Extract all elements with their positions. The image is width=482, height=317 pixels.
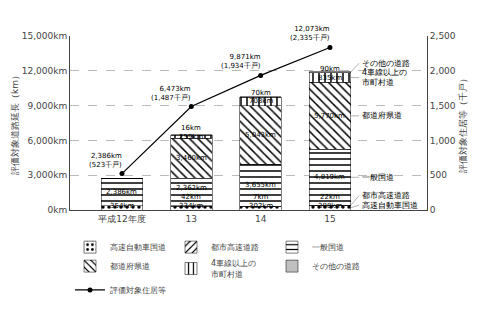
svg-text:一般国道: 一般国道 bbox=[362, 173, 394, 182]
svg-text:70km: 70km bbox=[251, 89, 271, 97]
svg-text:2,386km(523千戸): 2,386km(523千戸) bbox=[89, 152, 122, 169]
svg-text:500: 500 bbox=[430, 170, 447, 180]
svg-text:3,655km: 3,655km bbox=[245, 181, 276, 189]
svg-text:4,819km: 4,819km bbox=[314, 173, 345, 181]
svg-text:評価対象道路延長（km）: 評価対象道路延長（km） bbox=[10, 71, 20, 175]
svg-text:1,500: 1,500 bbox=[430, 101, 456, 111]
svg-text:7km: 7km bbox=[253, 193, 269, 201]
svg-text:その他の道路: その他の道路 bbox=[362, 59, 410, 68]
svg-text:12,073km(2,335千戸): 12,073km(2,335千戸) bbox=[290, 25, 330, 42]
svg-text:0: 0 bbox=[430, 205, 436, 215]
svg-text:15,000km: 15,000km bbox=[22, 31, 67, 41]
svg-text:354km: 354km bbox=[110, 202, 134, 210]
svg-text:14: 14 bbox=[255, 214, 267, 224]
svg-text:高速自動車国道: 高速自動車国道 bbox=[110, 243, 166, 252]
svg-text:15: 15 bbox=[324, 214, 335, 224]
svg-text:4車線以上の市町村道: 4車線以上の市町村道 bbox=[211, 259, 256, 278]
svg-text:259km: 259km bbox=[179, 133, 203, 141]
svg-text:都市高速道路: 都市高速道路 bbox=[211, 243, 259, 252]
svg-text:都市高速道路: 都市高速道路 bbox=[362, 191, 410, 200]
svg-text:2,386km: 2,386km bbox=[106, 188, 137, 196]
svg-text:評価対象住居等（千戸）: 評価対象住居等（千戸） bbox=[458, 74, 468, 173]
svg-text:3,000km: 3,000km bbox=[27, 170, 67, 180]
svg-text:0km: 0km bbox=[47, 205, 67, 215]
svg-text:5,043km: 5,043km bbox=[245, 131, 276, 139]
svg-text:4車線以上の市町村道: 4車線以上の市町村道 bbox=[362, 68, 407, 87]
svg-text:5,770km: 5,770km bbox=[314, 112, 345, 120]
svg-text:703km: 703km bbox=[249, 97, 273, 105]
svg-text:42km: 42km bbox=[181, 193, 201, 201]
svg-text:その他の道路: その他の道路 bbox=[312, 262, 360, 271]
svg-text:9,000km: 9,000km bbox=[27, 101, 67, 111]
svg-text:9,871km(1,934千戸): 9,871km(1,934千戸) bbox=[221, 53, 261, 70]
svg-text:90km: 90km bbox=[320, 65, 340, 73]
svg-text:6,473km(1,487千戸): 6,473km(1,487千戸) bbox=[151, 85, 191, 102]
svg-text:2,000: 2,000 bbox=[430, 66, 456, 76]
svg-text:一般国道: 一般国道 bbox=[312, 243, 344, 252]
svg-text:評価対象住居等: 評価対象住居等 bbox=[110, 286, 166, 295]
svg-text:1,000: 1,000 bbox=[430, 136, 456, 146]
svg-text:都道府県道: 都道府県道 bbox=[362, 111, 402, 120]
svg-text:都道府県道: 都道府県道 bbox=[110, 262, 150, 271]
svg-text:2,500: 2,500 bbox=[430, 31, 456, 41]
svg-text:2,362km: 2,362km bbox=[176, 184, 207, 192]
svg-text:13: 13 bbox=[186, 214, 197, 224]
svg-text:835km: 835km bbox=[318, 74, 342, 82]
svg-text:16km: 16km bbox=[181, 124, 201, 132]
svg-text:6,000km: 6,000km bbox=[27, 136, 67, 146]
svg-text:3,460km: 3,460km bbox=[176, 154, 207, 162]
svg-text:302km: 302km bbox=[249, 202, 273, 210]
svg-text:334km: 334km bbox=[179, 202, 203, 210]
svg-text:高速自動車国道: 高速自動車国道 bbox=[362, 201, 418, 210]
svg-text:12,000km: 12,000km bbox=[22, 66, 67, 76]
svg-text:388km: 388km bbox=[318, 202, 342, 210]
svg-text:22km: 22km bbox=[320, 193, 340, 201]
svg-text:平成12年度: 平成12年度 bbox=[98, 214, 145, 224]
